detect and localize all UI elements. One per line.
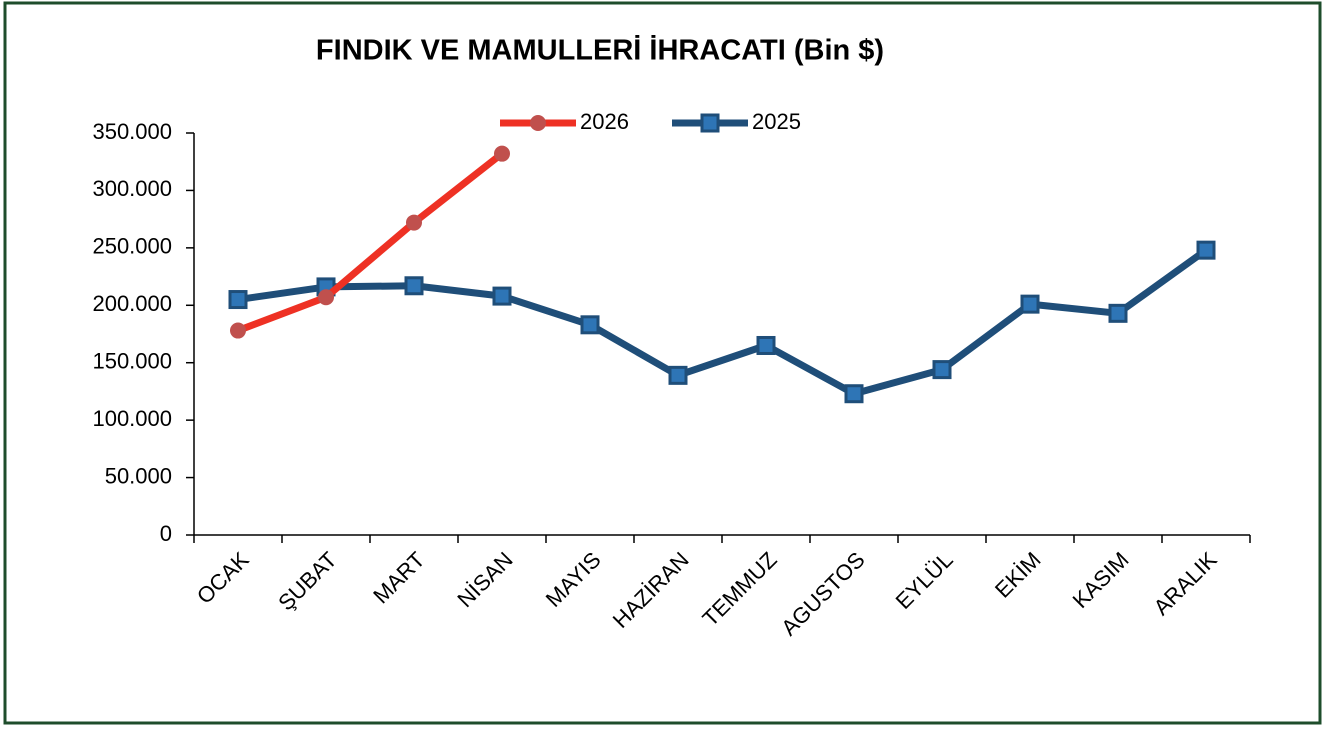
point [404,276,424,296]
y-tick-label: 0 [160,521,172,546]
point [492,286,512,306]
point [1108,303,1128,323]
point [494,145,510,162]
y-tick-label: 150.000 [92,349,172,374]
point [932,360,952,380]
y-tick-label: 250.000 [92,234,172,259]
point [318,289,334,306]
point [228,290,248,310]
legend-marker [700,113,720,133]
series-line [237,247,1209,398]
point [1020,294,1040,314]
y-tick-label: 300.000 [92,176,172,201]
y-tick-label: 50.000 [105,463,172,488]
y-tick-label: 350.000 [92,119,172,144]
point [756,335,776,355]
y-tick-label: 100.000 [92,406,172,431]
chart-title: FINDIK VE MAMULLERİ İHRACATI (Bin $) [316,35,884,67]
point [1196,240,1216,260]
point [580,315,600,335]
y-tick-label: 200.000 [92,291,172,316]
legend-marker [530,115,546,131]
point [844,384,864,404]
point [668,365,688,385]
series-line [236,150,505,334]
point [406,214,422,231]
legend-label: 2026 [580,109,629,134]
point [230,322,246,339]
legend-label: 2025 [752,109,801,134]
